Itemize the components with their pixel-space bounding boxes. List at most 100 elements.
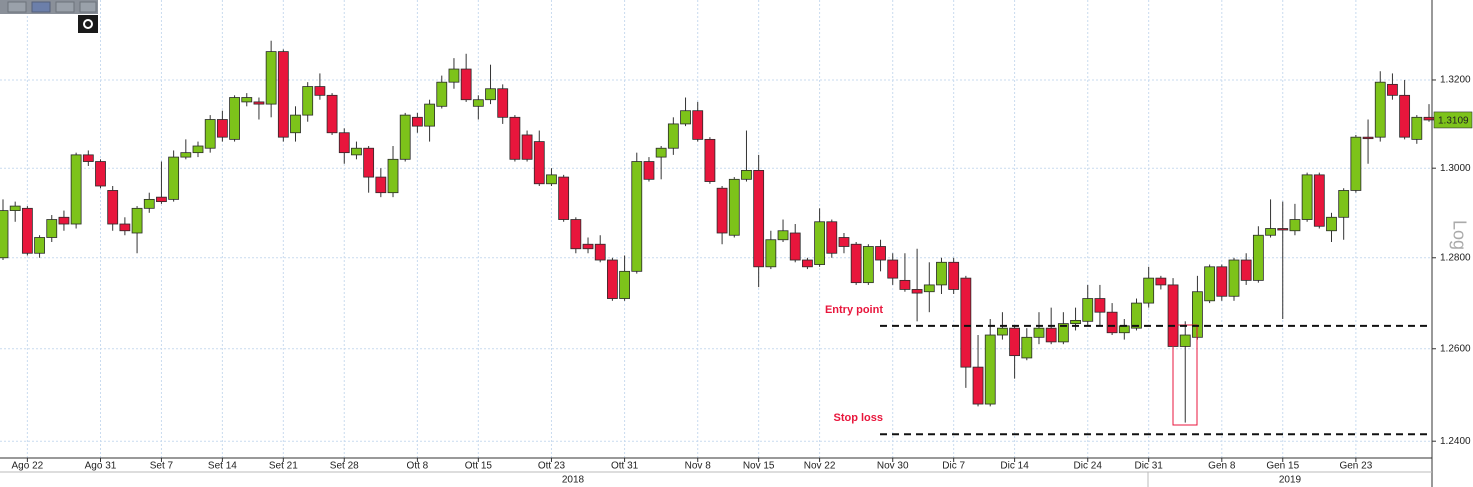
candle-body	[95, 161, 106, 187]
candle-body	[9, 205, 21, 211]
candle-body	[168, 156, 180, 200]
candle-body	[753, 170, 765, 268]
candle-body	[1301, 174, 1313, 220]
candle-body	[375, 176, 387, 194]
candle-body	[1155, 277, 1167, 286]
x-tick-label: Dic 7	[942, 461, 965, 472]
y-tick-label: 1.2400	[1440, 436, 1471, 447]
candle-body	[302, 86, 314, 116]
candle-body	[875, 246, 886, 261]
last-price-box	[1433, 111, 1473, 129]
candle-body	[216, 119, 228, 138]
candle-body	[594, 243, 606, 261]
candle-body	[936, 261, 947, 286]
candle-body	[1338, 190, 1350, 218]
candle-body	[387, 158, 399, 194]
candle-body	[338, 132, 350, 154]
candle-body	[1118, 325, 1130, 334]
zoom-button[interactable]	[79, 1, 97, 13]
candle-body	[192, 145, 204, 154]
candle-body	[1277, 228, 1289, 231]
candle-body	[0, 210, 9, 259]
x-tick-label: Ott 31	[611, 461, 639, 472]
candle-body	[923, 284, 935, 293]
candle-body	[607, 259, 618, 299]
candle-body	[1131, 302, 1142, 329]
x-tick-label: Dic 31	[1134, 461, 1163, 472]
x-tick-label: Nov 22	[804, 461, 836, 472]
candle-body	[680, 110, 691, 125]
x-tick-label: Ott 23	[538, 461, 566, 472]
candle-body	[1009, 327, 1021, 357]
candle-body	[448, 68, 460, 83]
settings-button[interactable]	[78, 15, 98, 33]
candle-body	[1106, 311, 1118, 334]
x-tick-label: Ott 15	[465, 461, 493, 472]
candle-body	[1094, 298, 1106, 313]
candle-body	[862, 246, 874, 284]
settings-icon	[83, 19, 93, 29]
candle-body	[1240, 259, 1252, 281]
y-tick-label: 1.3200	[1440, 75, 1471, 86]
pan-button[interactable]	[7, 1, 27, 13]
candle-body	[143, 198, 155, 209]
candle-body	[1045, 327, 1057, 343]
x-tick-label: Gen 23	[1339, 461, 1372, 472]
candle-body	[546, 174, 557, 185]
x-tick-label: Ago 22	[12, 461, 44, 472]
candle-body	[229, 97, 240, 140]
candle-body	[619, 270, 630, 299]
level-label: Entry point	[825, 304, 883, 316]
x-tick-label: Dic 14	[1000, 461, 1029, 472]
candle-body	[314, 86, 326, 96]
candle-body	[1265, 228, 1276, 236]
candle-body	[204, 119, 216, 149]
candle-body	[131, 207, 143, 234]
candle-body	[643, 161, 655, 180]
candle-body	[34, 237, 45, 254]
candle-body	[265, 51, 277, 105]
candle-body	[253, 101, 265, 105]
year-label: 2019	[1279, 475, 1302, 486]
candle-body	[472, 99, 484, 107]
candle-body	[521, 134, 533, 160]
candle-body	[1057, 323, 1069, 343]
candle-body	[972, 366, 984, 405]
x-tick-label: Set 21	[269, 461, 298, 472]
x-tick-label: Nov 15	[743, 461, 775, 472]
candle-body	[667, 123, 679, 149]
candle-body	[765, 239, 777, 268]
candle-body	[1033, 327, 1045, 338]
candle-body	[899, 279, 911, 290]
candle-body	[533, 141, 545, 185]
candle-body	[1204, 266, 1216, 302]
x-tick-label: Ott 8	[407, 461, 429, 472]
candle-body	[655, 147, 667, 158]
menu-button[interactable]	[55, 1, 75, 13]
candle-body	[948, 261, 960, 290]
candle-body	[21, 207, 33, 254]
candle-body	[156, 196, 167, 203]
candle-body	[326, 94, 338, 134]
candle-body	[887, 259, 899, 279]
y-tick-label: 1.2600	[1440, 343, 1471, 354]
draw-button[interactable]	[31, 1, 51, 13]
scale-label: Log	[1449, 220, 1469, 250]
x-tick-label: Gen 15	[1266, 461, 1299, 472]
candle-body	[838, 237, 850, 247]
y-tick-label: 1.3000	[1440, 163, 1471, 174]
candle-body	[911, 289, 923, 294]
candle-body	[277, 51, 289, 138]
x-tick-label: Set 28	[330, 461, 359, 472]
candle-body	[460, 68, 472, 101]
candle-body	[107, 190, 119, 225]
candle-body	[1143, 277, 1155, 304]
candle-body	[1252, 234, 1264, 281]
candle-body	[716, 187, 728, 234]
candle-body	[692, 110, 704, 140]
candle-body	[1387, 83, 1398, 96]
candle-body	[1021, 336, 1033, 359]
candle-body	[789, 232, 801, 261]
